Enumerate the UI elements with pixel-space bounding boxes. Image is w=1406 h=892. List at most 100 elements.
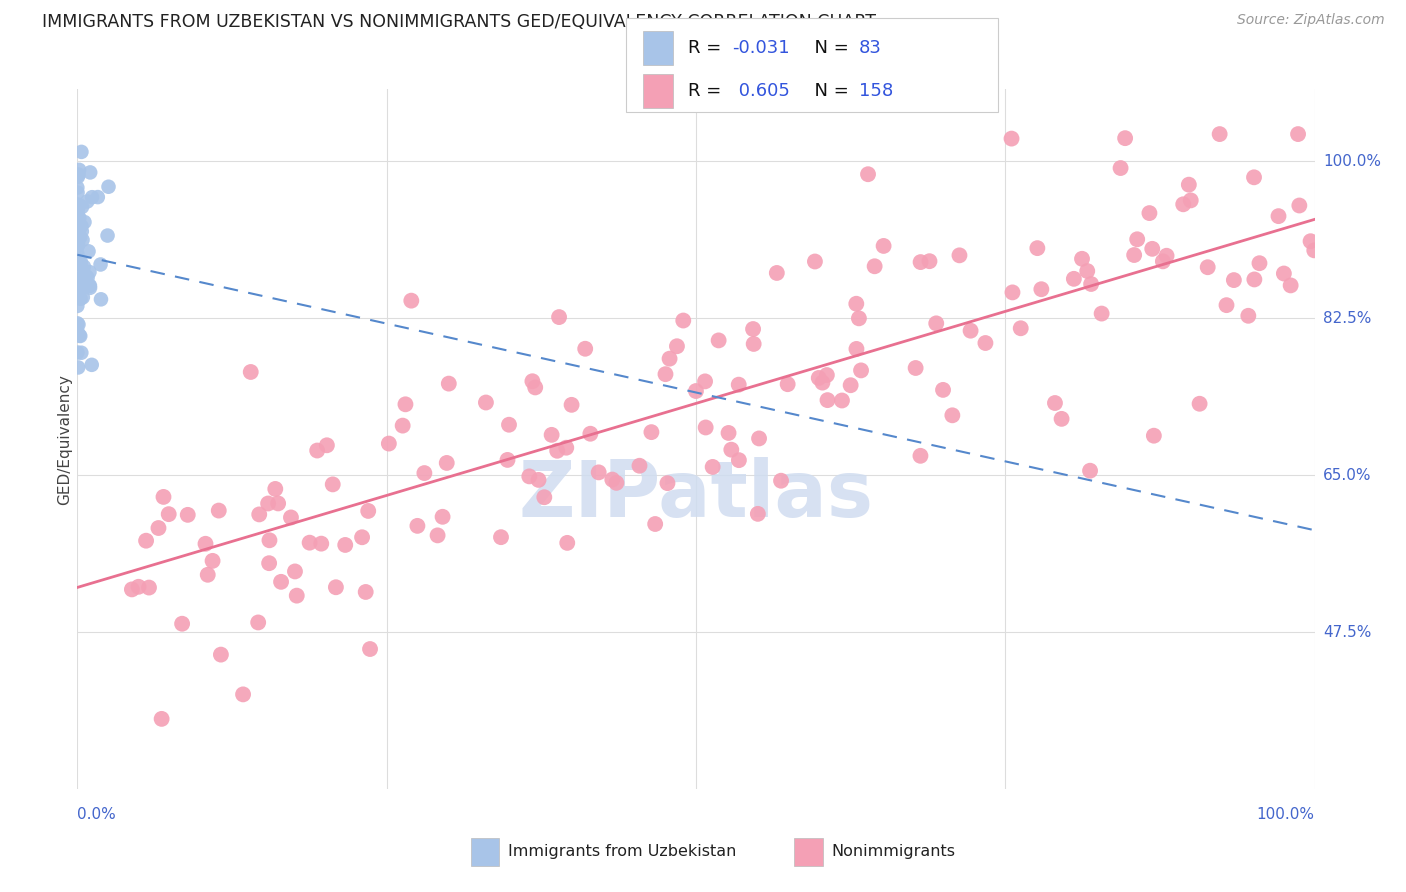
Point	[79, 278, 101, 293]
Point	[1114, 131, 1136, 145]
Point	[588, 466, 610, 480]
Point	[66, 214, 89, 228]
Point	[67, 211, 90, 225]
Point	[436, 456, 458, 470]
Point	[69, 272, 91, 286]
Point	[69, 329, 91, 343]
Point	[79, 281, 101, 295]
Point	[974, 336, 997, 351]
Point	[150, 712, 173, 726]
Point	[138, 581, 160, 595]
Point	[863, 260, 886, 274]
Point	[70, 224, 93, 238]
Point	[70, 345, 93, 359]
Point	[498, 417, 520, 432]
Point	[1279, 278, 1302, 293]
Point	[67, 211, 90, 226]
Point	[1303, 244, 1326, 258]
Point	[67, 211, 90, 225]
Point	[76, 194, 98, 209]
Point	[432, 509, 454, 524]
Point	[66, 214, 89, 228]
Text: 47.5%: 47.5%	[1323, 624, 1371, 640]
Point	[685, 384, 707, 398]
Point	[817, 393, 839, 408]
Point	[401, 293, 423, 308]
Point	[925, 317, 948, 331]
Point	[66, 277, 89, 292]
Point	[522, 374, 544, 388]
Point	[555, 536, 578, 550]
Point	[831, 393, 853, 408]
Point	[1288, 198, 1310, 212]
Point	[904, 361, 927, 376]
Point	[66, 288, 89, 302]
Point	[69, 262, 91, 277]
Point	[75, 268, 97, 283]
Point	[69, 258, 91, 272]
Point	[1197, 260, 1219, 275]
Point	[437, 376, 460, 391]
Point	[66, 209, 89, 223]
Point	[257, 556, 280, 570]
Point	[67, 162, 90, 177]
Point	[1010, 321, 1032, 335]
Point	[1139, 206, 1161, 220]
Point	[644, 516, 666, 531]
Point	[804, 254, 827, 268]
Point	[67, 318, 90, 332]
Point	[1208, 127, 1230, 141]
Point	[177, 508, 200, 522]
Point	[948, 248, 970, 262]
Point	[845, 342, 868, 356]
Point	[742, 337, 765, 351]
Point	[717, 425, 740, 440]
Point	[527, 473, 550, 487]
Point	[79, 265, 101, 279]
Point	[67, 219, 90, 234]
Point	[69, 230, 91, 244]
Point	[1109, 161, 1132, 175]
Point	[232, 687, 254, 701]
Point	[239, 365, 262, 379]
Point	[67, 219, 90, 233]
Point	[941, 409, 963, 423]
Text: -0.031: -0.031	[733, 39, 790, 57]
Point	[1000, 131, 1022, 145]
Point	[67, 288, 90, 302]
Point	[80, 358, 103, 372]
Point	[1243, 170, 1265, 185]
Point	[322, 477, 344, 491]
Point	[66, 218, 89, 232]
Point	[66, 235, 89, 249]
Text: 0.0%: 0.0%	[77, 807, 117, 822]
Point	[72, 290, 94, 304]
Point	[209, 648, 232, 662]
Point	[742, 322, 765, 336]
Point	[932, 383, 955, 397]
Point	[73, 215, 96, 229]
Text: R =: R =	[688, 39, 727, 57]
Point	[811, 376, 834, 390]
Point	[1173, 197, 1195, 211]
Point	[72, 233, 94, 247]
Point	[70, 219, 93, 234]
Text: 82.5%: 82.5%	[1323, 310, 1371, 326]
Point	[66, 239, 89, 253]
Point	[67, 283, 90, 297]
Point	[77, 279, 100, 293]
Point	[524, 380, 547, 394]
Point	[910, 449, 932, 463]
Point	[496, 453, 519, 467]
Point	[259, 533, 281, 548]
Point	[96, 228, 118, 243]
Point	[1126, 232, 1149, 246]
Point	[66, 213, 89, 227]
Point	[309, 536, 332, 550]
Point	[66, 299, 89, 313]
Point	[702, 459, 724, 474]
Point	[66, 287, 89, 301]
Point	[280, 510, 302, 524]
Point	[79, 165, 101, 179]
Point	[67, 274, 90, 288]
